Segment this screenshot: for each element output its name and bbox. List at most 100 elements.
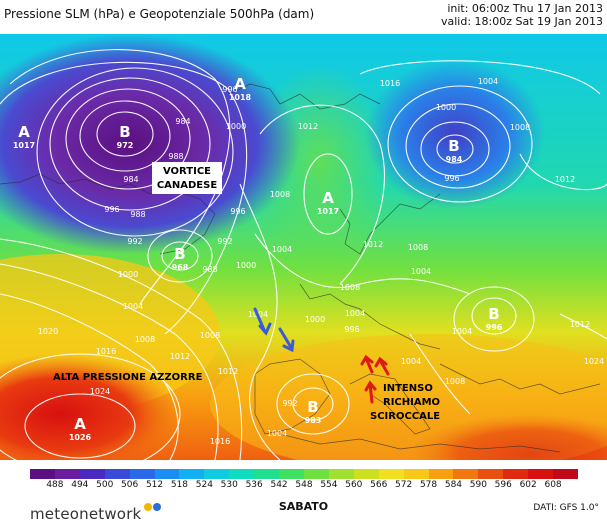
isobar-label: 1000 — [236, 261, 256, 270]
isobar-label: 1000 — [436, 103, 456, 112]
isobar-label: 1016 — [210, 437, 230, 446]
field-red-high — [0, 354, 180, 460]
isobar-label: 1000 — [118, 270, 138, 279]
colorbar-swatch — [378, 469, 404, 479]
pressure-center-value: 1026 — [69, 433, 92, 442]
isobar-label: 1012 — [170, 352, 190, 361]
isobar-label: 996 — [344, 325, 359, 334]
logo-dots — [144, 503, 164, 513]
isobar-label: 988 — [168, 152, 183, 161]
isobar-label: 1008 — [445, 377, 465, 386]
colorbar-swatch — [328, 469, 354, 479]
pressure-center-value: 972 — [117, 141, 134, 150]
red-arrow-2 — [378, 358, 390, 376]
high-pressure-center: A — [234, 75, 246, 93]
init-time: init: 06:00z Thu 17 Jan 2013 — [447, 2, 603, 15]
colorbar-swatch — [129, 469, 155, 479]
high-pressure-center: A — [74, 415, 86, 433]
colorbar-swatch — [254, 469, 280, 479]
colorbar-swatch — [204, 469, 230, 479]
isobar-label: 1008 — [340, 283, 360, 292]
isobar-label: 1000 — [305, 315, 325, 324]
isobar-label: 1004 — [401, 357, 421, 366]
pressure-center-value: 983 — [305, 416, 322, 425]
isobar-label: 1008 — [135, 335, 155, 344]
colorbar-swatch — [54, 469, 80, 479]
colorbar-swatch — [353, 469, 379, 479]
colorbar-swatch — [279, 469, 304, 479]
colorbar-tick-label: 524 — [195, 480, 213, 490]
isobar-label: 984 — [123, 175, 138, 184]
colorbar-tick-label: 554 — [320, 480, 338, 490]
isobar-label: 1016 — [380, 79, 400, 88]
isobar-label: 1024 — [90, 387, 110, 396]
intenso-label-line1: INTENSO — [383, 383, 433, 394]
isobar-label: 1004 — [411, 267, 431, 276]
isobar-label: 988 — [202, 265, 217, 274]
day-label: SABATO — [278, 500, 329, 513]
isobar-label: 992 — [127, 237, 142, 246]
isobar-label: 992 — [282, 399, 297, 408]
low-pressure-center: B — [119, 123, 130, 141]
high-pressure-center: A — [18, 123, 30, 141]
colorbar-tick-label: 530 — [220, 480, 238, 490]
low-pressure-center: B — [174, 245, 185, 263]
isobar-label: 1004 — [123, 302, 143, 311]
coastlines — [0, 73, 601, 453]
pressure-center-value: 1017 — [317, 207, 339, 216]
isobar-label: 1008 — [510, 123, 530, 132]
colorbar-swatch — [453, 469, 479, 479]
colorbar-tick-label: 494 — [71, 480, 89, 490]
isobar-label: 1012 — [570, 320, 590, 329]
isobar-label: 1012 — [363, 240, 383, 249]
isobar-label: 996 — [230, 207, 245, 216]
colorbar-swatch — [553, 469, 578, 479]
high-pressure-center: A — [322, 189, 334, 207]
isobars — [0, 49, 607, 460]
red-arrow-1 — [364, 356, 374, 374]
alta-label: ALTA PRESSIONE AZZORRE — [53, 372, 203, 383]
header: Pressione SLM (hPa) e Geopotenziale 500h… — [0, 0, 607, 34]
isobar-label: 1000 — [226, 122, 246, 131]
isobar-label: 1012 — [555, 175, 575, 184]
colorbar-swatch — [428, 469, 454, 479]
red-arrow-1-head — [360, 354, 374, 366]
meteonetwork-logo: meteonetwork — [30, 505, 142, 523]
colorbar-tick-label: 596 — [494, 480, 512, 490]
isobar-label: 996 — [104, 205, 119, 214]
colorbar-tick-label: 548 — [295, 480, 313, 490]
red-arrow-3-head — [364, 380, 377, 392]
colorbar-tick-label: 572 — [395, 480, 413, 490]
colorbar-swatch — [503, 469, 529, 479]
vortice-label-line2: CANADESE — [157, 180, 218, 191]
logo-dot-yellow — [144, 503, 152, 511]
isobar-label: 1008 — [408, 243, 428, 252]
colorbar-tick-label: 584 — [444, 480, 463, 490]
intenso-label-line3: SCIROCCALE — [370, 411, 440, 422]
red-arrow-3 — [368, 382, 374, 404]
blue-arrow-2-head — [282, 339, 295, 353]
low-pressure-center: B — [488, 305, 499, 323]
pressure-center-value: 1017 — [13, 141, 35, 150]
isobar-label: 1004 — [272, 245, 292, 254]
colorbar — [30, 469, 578, 479]
colorbar-tick-label: 518 — [170, 480, 189, 490]
colorbar-tick-label: 512 — [145, 480, 164, 490]
vortice-label-line1: VORTICE — [163, 166, 211, 177]
isobar-label: 1004 — [452, 327, 472, 336]
colorbar-tick-label: 566 — [370, 480, 388, 490]
colorbar-tick-label: 608 — [544, 480, 562, 490]
valid-time: valid: 18:00z Sat 19 Jan 2013 — [441, 15, 603, 28]
blue-arrows — [253, 307, 295, 353]
colorbar-swatch — [528, 469, 554, 479]
isobar-label: 984 — [175, 117, 190, 126]
isobar-label: 1012 — [298, 122, 318, 131]
low-pressure-center: B — [307, 398, 318, 416]
blue-arrow-1-head — [258, 322, 272, 336]
isobar-label: 1020 — [38, 327, 58, 336]
colorbar-tick-label: 590 — [469, 480, 487, 490]
colorbar-tick-label: 542 — [270, 480, 288, 490]
weather-map: 996 1000 984 988 984 996 988 992 996 992 988 1000 10… — [0, 34, 607, 460]
pressure-center-value: 984 — [446, 155, 463, 164]
